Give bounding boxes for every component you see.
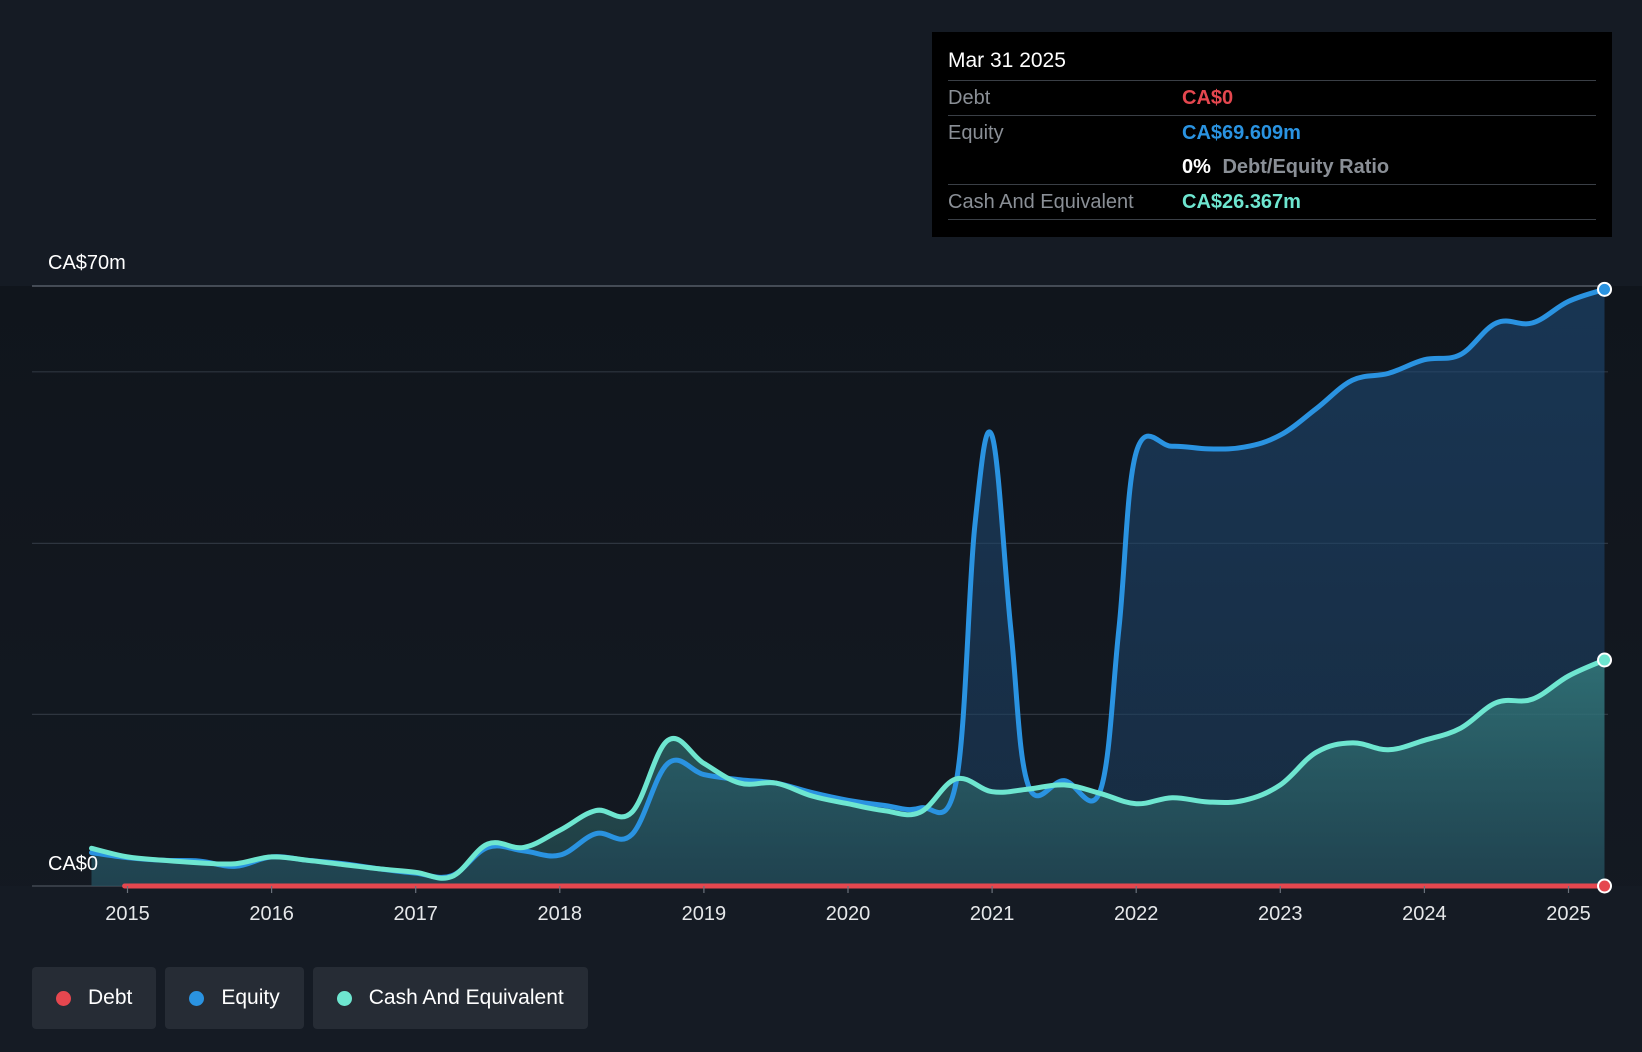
y-axis-bottom-label: CA$0 xyxy=(48,853,98,875)
tooltip-debt-value: CA$0 xyxy=(1182,87,1234,109)
legend-label-equity: Equity xyxy=(221,986,280,1009)
x-axis-ticks: 2015 2016 2017 2018 2019 2020 2021 2022 2023 2024… xyxy=(105,886,1591,925)
equity-dot-icon xyxy=(189,990,205,1006)
series-areas xyxy=(91,289,1605,886)
tooltip-row-ratio: 0% Debt/Equity Ratio xyxy=(948,150,1596,185)
tooltip-ratio-label: Debt/Equity Ratio xyxy=(1222,156,1390,178)
legend-item-debt[interactable]: Debt xyxy=(32,967,157,1029)
cash-end-marker xyxy=(1597,652,1613,668)
tooltip-cash-label: Cash And Equivalent xyxy=(948,191,1134,213)
x-tick-label: 2020 xyxy=(826,903,871,925)
legend-label-debt: Debt xyxy=(88,986,133,1009)
x-tick-label: 2015 xyxy=(105,903,150,925)
tooltip-equity-value: CA$69.609m xyxy=(1182,122,1301,144)
cash-dot-icon xyxy=(336,990,352,1006)
x-tick-label: 2019 xyxy=(682,903,727,925)
x-tick-label: 2024 xyxy=(1402,903,1447,925)
grid-lines xyxy=(32,285,1608,887)
legend-item-equity[interactable]: Equity xyxy=(165,967,304,1029)
tooltip-ratio-value: 0% xyxy=(1182,156,1211,178)
legend-label-cash: Cash And Equivalent xyxy=(368,986,564,1009)
x-tick-label: 2016 xyxy=(249,903,294,925)
debt-dot-icon xyxy=(56,990,71,1006)
tooltip-row-equity: Equity CA$69.609m xyxy=(948,116,1596,150)
legend: Debt Equity Cash And Equivalent xyxy=(32,967,597,1029)
x-tick-label: 2022 xyxy=(1114,903,1159,925)
x-tick-label: 2018 xyxy=(538,903,583,925)
cash-line xyxy=(89,657,1607,881)
series-lines xyxy=(89,286,1607,889)
tooltip-debt-label: Debt xyxy=(948,87,991,109)
tooltip-row-cash: Cash And Equivalent CA$26.367m xyxy=(948,185,1596,220)
x-tick-label: 2023 xyxy=(1258,903,1303,925)
series-end-markers xyxy=(1597,281,1613,894)
tooltip-panel: Mar 31 2025 Debt CA$0 Equity CA$69.609m … xyxy=(932,32,1612,237)
legend-item-cash[interactable]: Cash And Equivalent xyxy=(312,967,588,1029)
tooltip-row-debt: Debt CA$0 xyxy=(948,81,1596,116)
x-tick-label: 2017 xyxy=(393,903,438,925)
equity-area xyxy=(91,289,1605,886)
x-tick-label: 2025 xyxy=(1546,903,1591,925)
tooltip-cash-value: CA$26.367m xyxy=(1182,191,1301,213)
tooltip-equity-label: Equity xyxy=(948,122,1004,144)
x-tick-label: 2021 xyxy=(970,903,1015,925)
y-axis-top-label: CA$70m xyxy=(48,252,126,274)
tooltip-date: Mar 31 2025 xyxy=(948,46,1596,81)
equity-end-marker xyxy=(1597,281,1613,297)
debt-end-marker xyxy=(1597,878,1613,894)
cash-area xyxy=(91,660,1605,886)
